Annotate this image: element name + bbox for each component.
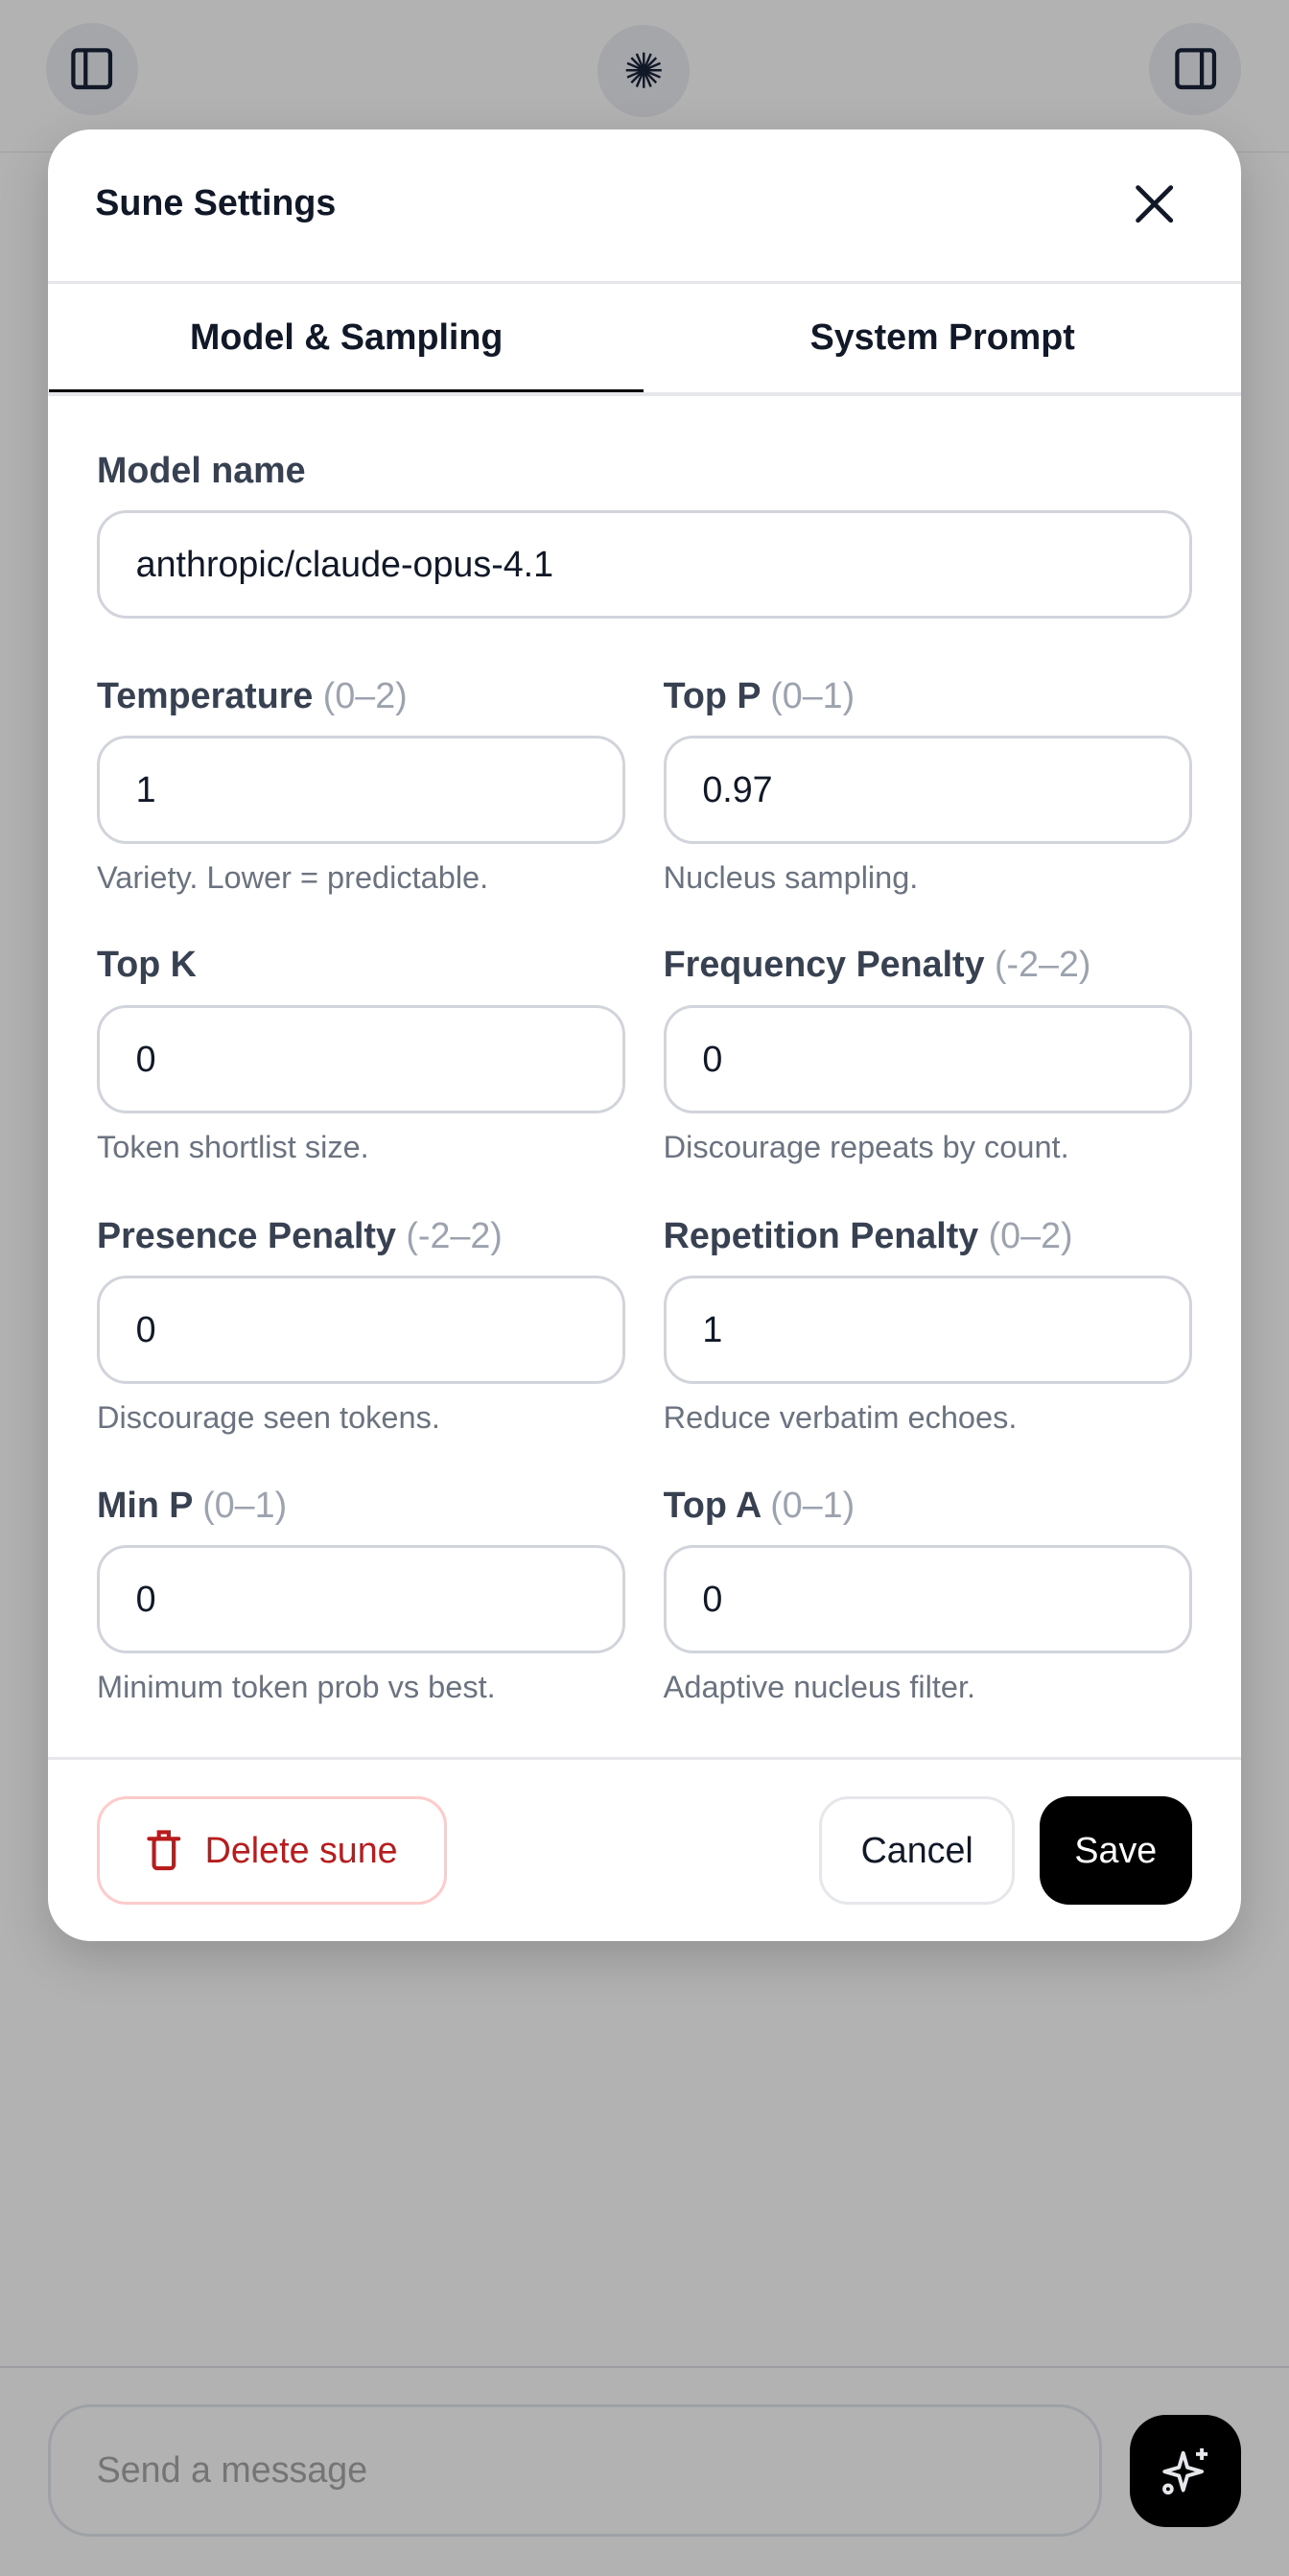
trash-icon [147,1830,181,1871]
delete-sune-button[interactable]: Delete sune [97,1796,447,1906]
field-label-text: Top P [663,674,761,715]
field-input[interactable]: 0 [97,1004,626,1113]
field-input[interactable]: 1 [663,1276,1192,1385]
composer-divider [0,2366,1289,2368]
field-label: Top K [97,944,197,985]
field-help: Adaptive nucleus filter. [663,1670,976,1705]
toggle-left-sidebar-button[interactable] [45,22,138,115]
logo-button[interactable] [598,24,691,117]
sidebar-right-icon [1174,48,1216,90]
sparkles-action-button[interactable] [1129,2415,1242,2527]
field-input[interactable]: 1 [97,736,626,844]
close-button[interactable] [1130,179,1179,228]
field-input[interactable]: 0.97 [663,736,1192,844]
field-label: Min P (0–1) [97,1485,287,1526]
field-label: Top A (0–1) [664,1485,855,1526]
field-label-text: Top K [97,944,197,985]
toggle-right-sidebar-button[interactable] [1149,22,1242,115]
field-input[interactable]: 0 [663,1004,1192,1113]
field-label: Temperature (0–2) [97,675,408,716]
starburst-logo-icon [625,53,662,89]
close-icon [1136,184,1174,222]
divider [47,280,1242,285]
modal-title: Sune Settings [95,182,337,223]
save-button[interactable]: Save [1039,1796,1192,1906]
field-help: Minimum token prob vs best. [97,1670,496,1705]
field-range: (0–2) [322,674,408,715]
model-name-label: Model name [97,450,306,491]
field-help: Nucleus sampling. [663,860,919,896]
field-input[interactable]: 0 [97,1276,626,1385]
field-label-text: Frequency Penalty [663,944,985,985]
field-label-text: Presence Penalty [97,1214,396,1255]
field-label-text: Repetition Penalty [663,1214,979,1255]
field-help: Variety. Lower = predictable. [97,860,489,896]
field-range: (0–1) [770,1484,855,1525]
field-label: Presence Penalty (-2–2) [97,1215,503,1256]
delete-label: Delete sune [204,1830,398,1871]
tab-model-sampling[interactable]: Model & Sampling [49,282,644,396]
field-label-text: Min P [97,1484,193,1525]
field-label-text: Top A [663,1484,761,1525]
model-name-input[interactable] [97,510,1192,620]
footer-divider [47,1756,1242,1761]
cancel-button[interactable]: Cancel [819,1796,1016,1906]
field-label: Repetition Penalty (0–2) [664,1215,1073,1256]
settings-modal: Sune Settings Model & Sampling System Pr… [47,129,1242,1941]
field-range: (0–1) [202,1484,288,1525]
field-help: Discourage repeats by count. [663,1129,1069,1164]
field-range: (0–2) [988,1214,1073,1255]
field-help: Discourage seen tokens. [97,1400,440,1436]
field-range: (-2–2) [406,1214,503,1255]
field-help: Reduce verbatim echoes. [663,1400,1018,1436]
field-label: Top P (0–1) [664,675,855,716]
divider [47,392,1242,396]
field-help: Token shortlist size. [97,1129,369,1164]
message-input[interactable] [47,2403,1102,2538]
field-input[interactable]: 0 [97,1545,626,1654]
field-input[interactable]: 0 [663,1545,1192,1654]
field-range: (-2–2) [994,944,1091,985]
field-label: Frequency Penalty (-2–2) [664,944,1091,985]
field-label-text: Temperature [97,674,314,715]
field-range: (0–1) [770,674,855,715]
sidebar-left-icon [71,48,113,90]
sparkles-icon [1162,2447,1208,2494]
tab-system-prompt[interactable]: System Prompt [809,316,1075,358]
